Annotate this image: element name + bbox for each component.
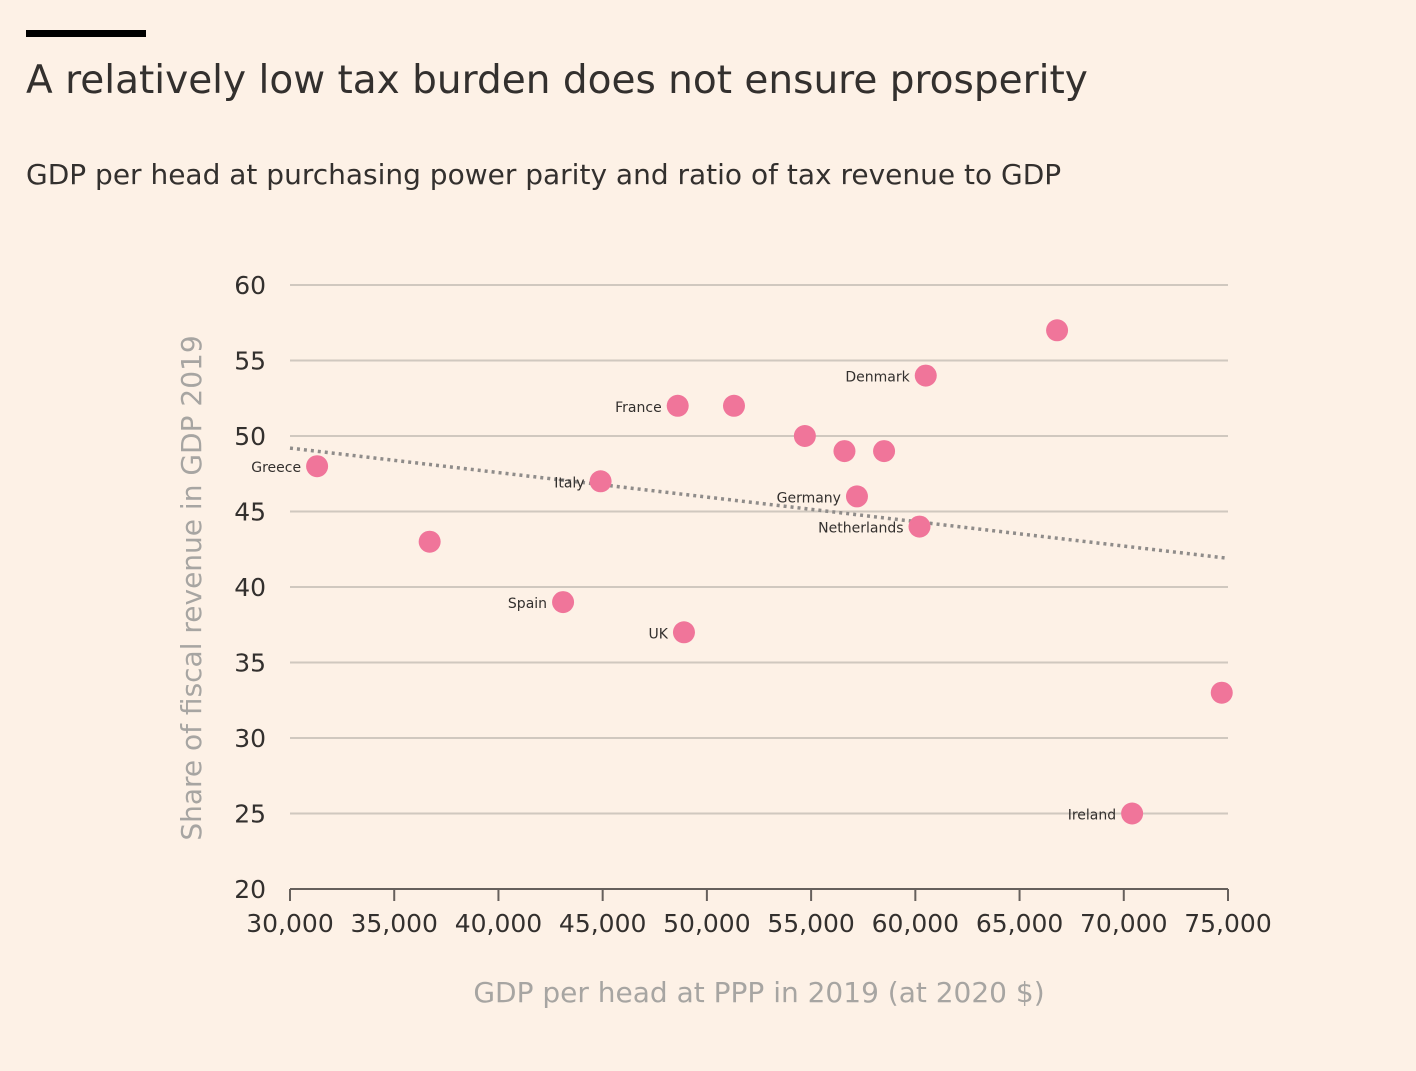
data-point [914, 364, 937, 387]
data-point [833, 440, 856, 463]
data-point [908, 515, 931, 538]
x-tick-label: 65,000 [976, 909, 1063, 938]
data-point [552, 591, 575, 614]
x-tick-label: 75,000 [1184, 909, 1271, 938]
y-tick-label: 45 [234, 498, 266, 527]
point-label: Italy [554, 475, 584, 491]
data-point [845, 485, 868, 508]
axes: 20 25 30 35 40 45 50 55 60 30,000 35,000 40,000 45,0… [234, 271, 1272, 938]
title-accent-bar [26, 30, 146, 37]
point-labels: Greece Spain Italy France UK Germany Netherlan… [251, 370, 1116, 824]
data-point [793, 425, 816, 447]
y-tick-label: 55 [234, 347, 266, 376]
x-tick-label: 40,000 [455, 909, 542, 938]
data-point [306, 455, 329, 478]
y-axis-title: Share of fiscal revenue in GDP 2019 [175, 335, 208, 840]
point-label: Denmark [845, 370, 910, 386]
point-label: France [615, 400, 662, 416]
data-point [1121, 802, 1144, 825]
data-point [589, 470, 612, 493]
point-label: Greece [251, 460, 301, 476]
x-axis-title: GDP per head at PPP in 2019 (at 2020 $) [473, 976, 1044, 1009]
chart-subtitle: GDP per head at purchasing power parity … [26, 158, 1062, 191]
x-tick-label: 60,000 [872, 909, 959, 938]
y-tick-label: 30 [234, 724, 266, 753]
data-point [722, 394, 745, 417]
point-label: UK [649, 626, 669, 642]
data-point [672, 621, 695, 644]
gridlines [290, 284, 1228, 815]
data-point [1210, 681, 1233, 704]
point-label: Ireland [1068, 808, 1116, 824]
chart-title: A relatively low tax burden does not ens… [26, 58, 1088, 103]
data-point [1046, 319, 1069, 342]
y-tick-label: 20 [234, 875, 266, 904]
data-point [873, 440, 896, 463]
y-tick-label: 50 [234, 422, 266, 451]
y-tick-label: 40 [234, 573, 266, 602]
x-tick-label: 35,000 [350, 909, 437, 938]
x-tick-label: 70,000 [1080, 909, 1167, 938]
x-tick-label: 30,000 [246, 909, 333, 938]
data-point [418, 530, 441, 553]
point-label: Spain [508, 596, 547, 612]
y-tick-label: 35 [234, 649, 266, 678]
x-tick-label: 50,000 [663, 909, 750, 938]
x-tick-label: 55,000 [767, 909, 854, 938]
y-tick-label: 60 [234, 271, 266, 300]
point-label: Germany [777, 490, 841, 506]
x-tick-label: 45,000 [559, 909, 646, 938]
point-label: Netherlands [818, 521, 903, 537]
data-point [666, 394, 689, 417]
y-tick-label: 25 [234, 800, 266, 829]
data-points [306, 319, 1233, 825]
